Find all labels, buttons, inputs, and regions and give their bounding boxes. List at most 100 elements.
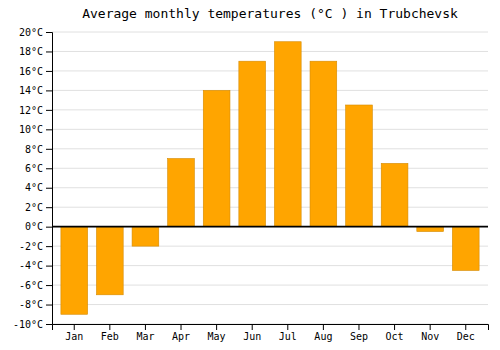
x-tick-mark [323, 324, 324, 330]
y-tick: 10°C [19, 124, 52, 135]
x-tick-label: Feb [101, 331, 119, 342]
bar [452, 227, 479, 271]
y-tick-label: 2°C [25, 202, 43, 213]
x-tick-label: Aug [314, 331, 332, 342]
y-tick: 16°C [19, 66, 52, 77]
grid-line [52, 70, 488, 71]
grid-line [52, 168, 488, 169]
bar [132, 227, 159, 246]
y-tick: 8°C [25, 144, 52, 155]
y-tick-label: 14°C [19, 85, 43, 96]
y-tick: 12°C [19, 105, 52, 116]
y-tick-mark [46, 110, 52, 111]
y-tick-mark [46, 32, 52, 33]
y-tick-mark [46, 305, 52, 306]
bars [52, 42, 488, 315]
y-tick-mark [46, 207, 52, 208]
grid-line [52, 207, 488, 208]
x-tick: Nov [421, 324, 439, 342]
y-tick: -2°C [19, 241, 52, 252]
bar [96, 227, 123, 295]
y-tick-mark [46, 246, 52, 247]
y-tick-label: 0°C [25, 221, 43, 232]
zero-line [52, 226, 488, 228]
x-tick-mark [287, 324, 288, 330]
x-tick-mark [109, 324, 110, 330]
x-tick-mark [358, 324, 359, 330]
x-axis-line [53, 325, 489, 331]
y-tick-label: 20°C [19, 27, 43, 38]
x-tick-label: Mar [136, 331, 154, 342]
bar [274, 42, 301, 227]
y-tick-label: -4°C [19, 260, 43, 271]
y-tick: -6°C [19, 280, 52, 291]
x-tick-mark [465, 324, 466, 330]
plot: -10°C -8°C -6°C -4°C -2°C 0°C 2°C 4°C 6°C 8°C 10°C… [13, 27, 489, 342]
bar [381, 163, 408, 226]
y-axis-line [46, 33, 53, 325]
y-tick-mark [46, 149, 52, 150]
x-tick-mark [394, 324, 395, 330]
bar [310, 61, 337, 226]
bar [61, 227, 88, 315]
x-tick-mark [252, 324, 253, 330]
y-tick-mark [46, 324, 52, 325]
y-tick: 0°C [25, 221, 52, 232]
x-tick: Oct [386, 324, 404, 342]
x-tick: Sep [350, 324, 368, 342]
y-tick-mark [46, 227, 52, 228]
y-tick-mark [46, 285, 52, 286]
y-tick-label: -8°C [19, 299, 43, 310]
x-tick-label: Apr [172, 331, 190, 342]
grid-line [52, 148, 488, 149]
grid-line [52, 32, 488, 33]
x-tick: Dec [457, 324, 475, 342]
x-tick-label: Jun [243, 331, 261, 342]
y-tick: 20°C [19, 27, 52, 38]
grid-line [52, 90, 488, 91]
y-tick: 4°C [25, 182, 52, 193]
y-tick-label: 16°C [19, 66, 43, 77]
x-tick-label: Sep [350, 331, 368, 342]
y-tick: 2°C [25, 202, 52, 213]
x-tick-label: Jan [65, 331, 83, 342]
y-tick: 6°C [25, 163, 52, 174]
grid [52, 32, 488, 324]
x-tick: Jan [65, 324, 83, 342]
y-tick-mark [46, 129, 52, 130]
y-tick-label: 4°C [25, 182, 43, 193]
y-tick-label: -2°C [19, 241, 43, 252]
y-axis: -10°C -8°C -6°C -4°C -2°C 0°C 2°C 4°C 6°C 8°C 10°C… [13, 27, 53, 330]
bar [239, 61, 266, 226]
y-tick-mark [46, 168, 52, 169]
x-tick-label: May [208, 331, 226, 342]
grid-line [52, 304, 488, 305]
x-tick: May [208, 324, 226, 342]
y-tick-mark [46, 266, 52, 267]
y-tick: 18°C [19, 46, 52, 57]
y-tick-mark [46, 90, 52, 91]
x-tick-mark [145, 324, 146, 330]
bar [346, 105, 373, 227]
grid-line [52, 226, 488, 227]
bar [168, 159, 195, 227]
x-axis: Jan Feb Mar Apr May Jun Jul Aug Sep Oct Nov Dec [53, 324, 489, 342]
y-tick-label: 18°C [19, 46, 43, 57]
x-tick-mark [181, 324, 182, 330]
y-tick-label: -6°C [19, 280, 43, 291]
y-tick-label: 6°C [25, 163, 43, 174]
x-tick: Feb [101, 324, 119, 342]
x-tick: Aug [314, 324, 332, 342]
x-tick-mark [216, 324, 217, 330]
x-tick-label: Dec [457, 331, 475, 342]
chart: Average monthly temperatures (°C ) in Tr… [0, 0, 500, 350]
x-tick: Mar [136, 324, 154, 342]
x-tick-label: Nov [421, 331, 439, 342]
grid-line [52, 129, 488, 130]
x-tick: Jul [279, 324, 297, 342]
y-tick-label: -10°C [13, 319, 43, 330]
y-tick-label: 10°C [19, 124, 43, 135]
title: Average monthly temperatures (°C ) in Tr… [82, 6, 458, 21]
grid-line [52, 187, 488, 188]
y-tick-mark [46, 188, 52, 189]
